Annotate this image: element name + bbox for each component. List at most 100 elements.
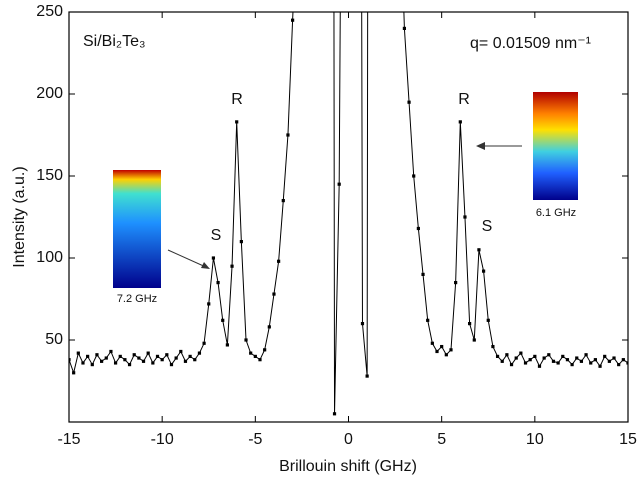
data-point xyxy=(225,343,229,347)
x-tick-label: -5 xyxy=(248,431,262,448)
x-tick-label: -15 xyxy=(57,431,80,448)
data-point xyxy=(360,322,365,326)
data-point xyxy=(76,351,80,355)
data-point xyxy=(551,359,556,363)
data-point xyxy=(118,354,122,358)
data-point xyxy=(547,353,551,357)
data-point xyxy=(137,356,141,360)
inset-left xyxy=(113,170,161,288)
data-point xyxy=(519,351,523,355)
data-point xyxy=(416,226,420,231)
data-point xyxy=(69,358,71,362)
data-point xyxy=(575,356,579,360)
x-tick-label: 10 xyxy=(526,431,544,448)
arrowhead-right xyxy=(476,142,485,150)
inset-label: 6.1 GHz xyxy=(536,207,576,219)
data-point xyxy=(584,353,588,357)
data-point xyxy=(72,371,76,375)
data-point xyxy=(230,264,234,268)
data-point xyxy=(337,182,341,186)
data-point xyxy=(211,256,216,260)
data-point xyxy=(193,358,197,362)
data-point xyxy=(468,322,472,326)
data-point xyxy=(216,281,220,285)
data-point xyxy=(523,361,528,365)
data-point xyxy=(272,292,276,296)
data-point xyxy=(593,358,597,362)
data-point xyxy=(86,354,90,358)
y-tick-label: 250 xyxy=(36,3,63,20)
data-point xyxy=(500,359,504,363)
y-tick-label: 100 xyxy=(36,249,63,266)
x-tick-label: 0 xyxy=(344,431,353,448)
data-point xyxy=(570,363,574,367)
data-point xyxy=(332,412,337,416)
data-point xyxy=(458,120,462,124)
data-point xyxy=(412,174,416,178)
data-point xyxy=(169,363,174,367)
data-point xyxy=(542,356,546,360)
data-point xyxy=(123,358,127,362)
data-point xyxy=(491,344,495,349)
data-point xyxy=(127,363,132,367)
plot-area xyxy=(69,12,628,416)
data-point xyxy=(430,341,434,345)
data-point xyxy=(249,351,253,355)
data-point xyxy=(221,318,225,322)
data-point xyxy=(505,353,509,357)
data-point xyxy=(183,359,188,363)
data-point xyxy=(365,374,369,378)
data-point xyxy=(258,358,262,362)
data-point xyxy=(113,361,118,365)
data-point xyxy=(426,318,430,322)
data-point xyxy=(402,26,406,30)
x-tick-label: 15 xyxy=(619,431,637,448)
data-point xyxy=(565,358,570,362)
data-point xyxy=(556,361,560,365)
data-point xyxy=(179,349,183,354)
data-point xyxy=(174,356,178,360)
arrowhead-left xyxy=(201,262,210,269)
data-point xyxy=(449,348,453,352)
data-point xyxy=(435,349,439,354)
data-point xyxy=(202,341,206,345)
y-axis-label: Intensity (a.u.) xyxy=(11,166,28,267)
x-axis-label: Brillouin shift (GHz) xyxy=(279,458,417,475)
data-point xyxy=(421,272,425,276)
data-point xyxy=(277,259,281,263)
data-point xyxy=(598,364,602,368)
inset-label: 7.2 GHz xyxy=(117,293,157,305)
data-point xyxy=(155,354,160,358)
data-point xyxy=(537,364,542,368)
data-point xyxy=(486,318,490,322)
data-point xyxy=(281,199,285,203)
data-point xyxy=(612,356,616,360)
x-tick-label: -10 xyxy=(151,431,174,448)
peak-label: S xyxy=(211,227,222,244)
data-point xyxy=(514,356,518,360)
data-point xyxy=(626,361,628,365)
data-point xyxy=(100,359,104,363)
data-point xyxy=(589,361,593,365)
data-point xyxy=(607,359,611,363)
inset-right xyxy=(533,92,578,200)
y-tick-label: 200 xyxy=(36,85,63,102)
data-point xyxy=(440,344,444,349)
data-point xyxy=(533,354,537,358)
data-point xyxy=(481,269,486,273)
data-point xyxy=(267,325,271,329)
data-point xyxy=(253,354,257,358)
arrow-left xyxy=(167,249,209,269)
data-point xyxy=(617,363,621,367)
data-point xyxy=(146,351,150,355)
data-point xyxy=(509,363,514,367)
data-point xyxy=(454,281,458,285)
data-point xyxy=(132,353,136,357)
data-point xyxy=(603,354,607,358)
peak-label: R xyxy=(231,91,243,108)
data-point xyxy=(444,353,448,357)
data-point xyxy=(207,302,211,306)
data-point xyxy=(197,351,202,355)
data-point xyxy=(472,338,476,342)
